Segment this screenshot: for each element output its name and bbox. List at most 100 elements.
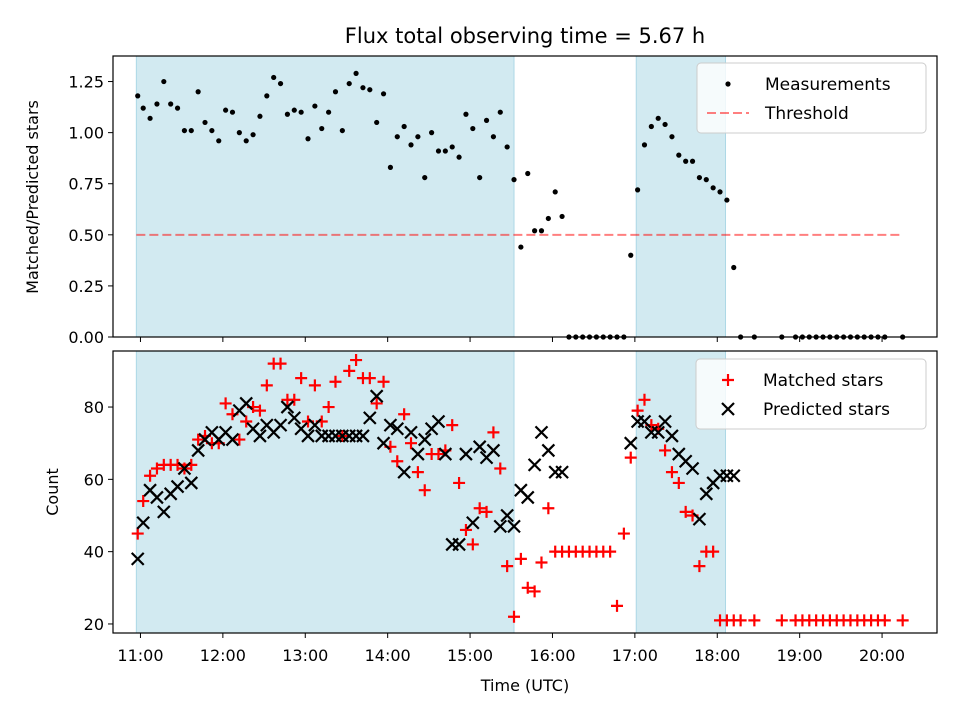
matched-star-point — [370, 397, 383, 410]
bottom-shaded-intervals — [135, 350, 727, 634]
predicted-star-point — [170, 479, 185, 494]
measurement-point — [518, 244, 524, 250]
measurement-point — [559, 213, 565, 220]
matched-star-point — [624, 451, 637, 464]
measurement-point — [161, 78, 167, 85]
measurement-point — [477, 174, 483, 181]
matched-star-point — [411, 466, 424, 479]
measurement-point — [456, 154, 462, 160]
matched-star-point — [494, 462, 507, 475]
matched-star-point — [446, 419, 459, 432]
predicted-star-point — [301, 429, 315, 443]
predicted-star-point — [665, 429, 679, 443]
predicted-star-point — [177, 461, 192, 476]
predicted-star-point — [699, 487, 714, 501]
predicted-star-point — [555, 465, 569, 479]
measurement-point — [401, 123, 407, 130]
predicted-stars-points — [130, 389, 741, 566]
matched-star-point — [617, 527, 630, 540]
top-plot-frame — [112, 55, 938, 338]
measurement-point — [676, 152, 682, 158]
y-tick-label: 1.00 — [68, 124, 104, 143]
matched-star-point — [480, 505, 493, 518]
x-axis-label: Time (UTC) — [480, 676, 569, 695]
measurement-point — [532, 228, 538, 234]
predicted-star-point — [191, 443, 205, 458]
bottom-y-ticks: 20 40 60 80 — [84, 398, 113, 634]
matched-star-point — [274, 357, 287, 370]
predicted-star-point — [466, 515, 480, 530]
matched-star-point — [693, 560, 706, 573]
predicted-star-point — [225, 432, 240, 447]
predicted-star-point — [136, 515, 150, 530]
predicted-star-point — [692, 512, 707, 526]
bottom-legend-box — [695, 358, 927, 430]
measurement-point — [271, 74, 277, 81]
y-tick-label: 0.50 — [68, 226, 104, 245]
top-shaded-intervals — [135, 55, 727, 338]
shaded-interval — [135, 350, 515, 634]
measurement-point — [353, 70, 359, 76]
predicted-star-point — [411, 447, 425, 461]
measurement-point — [360, 85, 366, 91]
measurement-point — [422, 174, 428, 181]
measurement-point — [511, 177, 517, 183]
matched-star-point — [535, 556, 548, 569]
predicted-star-point — [520, 490, 535, 505]
predicted-star-point — [157, 505, 171, 519]
measurement-point — [628, 252, 634, 258]
top-y-axis-label: Matched/Predicted stars — [23, 100, 42, 294]
matched-star-point — [150, 462, 163, 475]
measurement-point — [209, 127, 215, 134]
measurement-point — [147, 115, 153, 121]
y-tick-label: 40 — [84, 543, 104, 562]
measurement-point — [298, 109, 304, 115]
predicted-star-point — [130, 552, 145, 566]
x-tick-label: 11:00 — [117, 646, 163, 665]
x-tick-label: 20:00 — [859, 646, 905, 665]
measurement-point — [181, 127, 188, 134]
predicted-star-point — [363, 411, 377, 425]
y-tick-label: 60 — [84, 470, 104, 489]
measurement-point — [312, 103, 318, 109]
x-tick-label: 16:00 — [529, 646, 575, 665]
y-tick-label: 1.25 — [68, 73, 104, 92]
matched-star-point — [896, 614, 909, 627]
measurement-point — [284, 111, 291, 117]
legend-threshold-label: Threshold — [764, 104, 849, 124]
matched-star-point — [459, 523, 472, 536]
measurement-point — [731, 264, 737, 271]
measurement-point — [655, 115, 661, 121]
matched-star-point — [308, 379, 321, 392]
measurement-point — [696, 174, 703, 181]
measurement-point — [717, 189, 723, 195]
x-tick-label: 17:00 — [612, 646, 658, 665]
y-tick-label: 80 — [84, 398, 104, 417]
matched-star-point — [192, 433, 205, 446]
measurement-point — [380, 91, 387, 97]
measurement-point — [168, 101, 174, 107]
shaded-interval — [135, 55, 515, 338]
matched-star-point — [219, 397, 232, 410]
measurement-point — [229, 109, 236, 115]
predicted-star-point — [493, 519, 508, 534]
predicted-star-point — [417, 432, 432, 447]
legend-predicted-marker — [721, 402, 735, 416]
measurement-points — [135, 70, 906, 340]
measurement-point — [710, 185, 716, 191]
measurement-point — [243, 138, 249, 144]
measurement-point — [525, 170, 531, 177]
predicted-star-point — [253, 429, 267, 443]
predicted-star-point — [726, 468, 741, 483]
predicted-star-point — [308, 418, 322, 432]
matched-star-point — [253, 404, 266, 417]
measurement-point — [374, 119, 380, 126]
matched-star-point — [405, 437, 418, 450]
measurement-point — [346, 80, 352, 87]
predicted-star-point — [369, 389, 384, 403]
top-x-ticks — [139, 337, 883, 342]
matched-star-point — [528, 585, 541, 598]
measurement-point — [689, 158, 696, 164]
matched-star-point — [604, 545, 617, 558]
predicted-star-point — [623, 436, 638, 450]
